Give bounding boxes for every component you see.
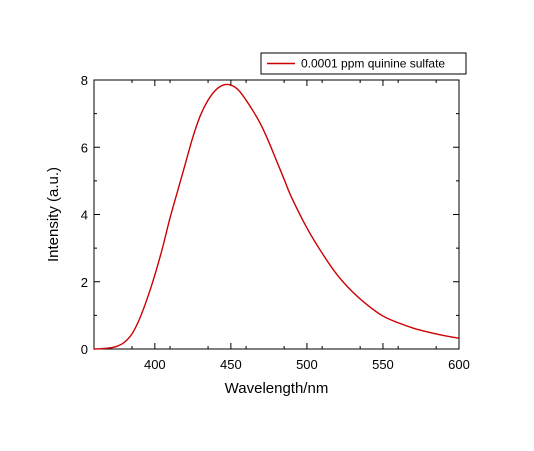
x-axis-title: Wavelength/nm	[225, 380, 329, 397]
x-tick-label: 500	[296, 357, 318, 372]
legend: 0.0001 ppm quinine sulfate	[260, 52, 467, 75]
series-line	[93, 83, 460, 350]
legend-label: 0.0001 ppm quinine sulfate	[301, 57, 445, 71]
plot-frame	[93, 79, 460, 350]
x-tick-label: 600	[448, 357, 470, 372]
y-tick-label: 4	[81, 208, 88, 223]
plot-marks	[93, 83, 460, 350]
y-tick-label: 2	[81, 275, 88, 290]
y-axis-title: Intensity (a.u.)	[45, 167, 62, 262]
x-tick-label: 400	[144, 357, 166, 372]
plot-axes: 400 450 500 550 600 0 2 4 6 8 Wavelength/nm Intensi…	[45, 73, 470, 397]
y-tick-label: 8	[81, 73, 88, 88]
x-tick-label: 550	[372, 357, 394, 372]
y-tick-label: 6	[81, 140, 88, 155]
x-tick-label: 450	[220, 357, 242, 372]
y-tick-label: 0	[81, 342, 88, 357]
legend-box	[260, 52, 467, 75]
